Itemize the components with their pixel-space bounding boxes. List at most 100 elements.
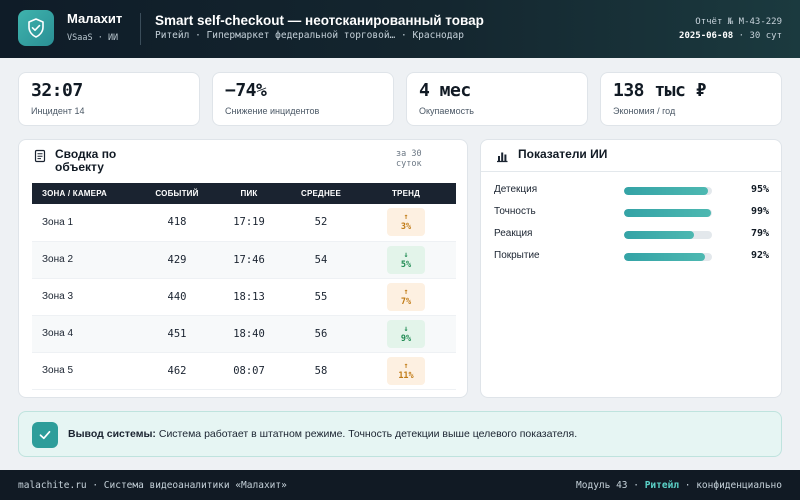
kpi-value: −74% (225, 80, 267, 101)
table-row[interactable]: Зона 5 462 08:07 58 ↑ 11% (32, 352, 456, 390)
col-average[interactable]: СРЕДНЕЕ (286, 183, 356, 204)
arrow-up-icon: ↑ (403, 360, 409, 370)
metric-progress-fill (624, 209, 712, 217)
metric-label: Реакция (494, 228, 533, 239)
breadcrumb-city[interactable]: Краснодар (412, 30, 464, 41)
cell-peak: 17:46 (212, 241, 286, 279)
trend-value: 9% (400, 333, 412, 344)
metric-row: Реакция 79% (494, 228, 769, 242)
metric-progress-bar (624, 187, 712, 195)
cell-trend: ↑ 11% (356, 352, 456, 390)
col-peak[interactable]: ПИК (212, 183, 286, 204)
cell-average: 56 (286, 315, 356, 353)
table-row[interactable]: Зона 3 440 18:13 55 ↑ 7% (32, 278, 456, 316)
footer-site[interactable]: malachite.ru · Система видеоаналитики «М… (18, 480, 287, 491)
cell-trend: ↓ 9% (356, 315, 456, 353)
brand-tagline: VSaaS · ИИ (67, 33, 119, 43)
table-row[interactable]: Зона 2 429 17:46 54 ↓ 5% (32, 241, 456, 279)
summary-title: Сводка по объекту (55, 147, 117, 174)
breadcrumb: Ритейл · Гипермаркет федеральной торгово… (155, 30, 464, 41)
metric-progress-fill (624, 231, 694, 239)
cell-events: 451 (142, 315, 212, 353)
breadcrumb-client[interactable]: Гипермаркет федеральной торговой… (206, 30, 396, 41)
page-title: Smart self-checkout — неотсканированный … (155, 13, 484, 28)
alert-message: Вывод системы: Система работает в штатно… (68, 428, 577, 440)
report-number: Отчёт № M-43-229 (695, 17, 782, 27)
metric-progress-bar (624, 209, 712, 217)
arrow-up-icon: ↑ (403, 286, 409, 296)
cell-trend: ↓ 5% (356, 241, 456, 279)
cell-events: 440 (142, 278, 212, 316)
cell-peak: 18:40 (212, 315, 286, 353)
panel-divider (481, 171, 781, 172)
footer: malachite.ru · Система видеоаналитики «М… (0, 470, 800, 500)
cell-trend: ↑ 7% (356, 278, 456, 316)
kpi-label: Экономия / год (613, 106, 676, 116)
summary-period: за 30 суток (396, 149, 422, 169)
summary-panel: Сводка по объекту за 30 суток ЗОНА / КАМ… (18, 139, 468, 398)
cell-zone: Зона 1 (32, 204, 142, 242)
metric-row: Точность 99% (494, 206, 769, 220)
kpi-card-savings: 138 тыс ₽ Экономия / год (600, 72, 782, 126)
table-header-row: ЗОНА / КАМЕРА СОБЫТИЙ ПИК СРЕДНЕЕ ТРЕНД (32, 183, 456, 204)
arrow-up-icon: ↑ (403, 212, 409, 222)
col-events[interactable]: СОБЫТИЙ (142, 183, 212, 204)
cell-zone: Зона 2 (32, 241, 142, 279)
trend-value: 11% (398, 370, 414, 381)
trend-value: 5% (400, 259, 412, 270)
kpi-label: Инцидент 14 (31, 106, 85, 116)
footer-sector: Ритейл (644, 480, 680, 491)
kpi-card-incident: 32:07 Инцидент 14 (18, 72, 200, 126)
trend-badge: ↑ 7% (387, 282, 425, 311)
metric-label: Детекция (494, 184, 538, 195)
ai-metrics-title: Показатели ИИ (518, 147, 608, 161)
cell-average: 55 (286, 278, 356, 316)
summary-table: ЗОНА / КАМЕРА СОБЫТИЙ ПИК СРЕДНЕЕ ТРЕНД … (32, 183, 456, 390)
metric-label: Точность (494, 206, 536, 217)
breadcrumb-industry[interactable]: Ритейл (155, 30, 190, 41)
kpi-label: Снижение инцидентов (225, 106, 320, 116)
report-date: 2025-06-08 (679, 31, 734, 41)
metric-row: Детекция 95% (494, 184, 769, 198)
cell-zone: Зона 5 (32, 352, 142, 390)
metric-label: Покрытие (494, 250, 540, 261)
metric-value: 99% (750, 206, 769, 217)
cell-events: 429 (142, 241, 212, 279)
shield-check-icon[interactable] (18, 10, 54, 46)
cell-trend: ↑ 3% (356, 204, 456, 242)
arrow-down-icon: ↓ (403, 249, 409, 259)
cell-average: 54 (286, 241, 356, 279)
system-conclusion-banner: Вывод системы: Система работает в штатно… (18, 411, 782, 457)
cell-zone: Зона 3 (32, 278, 142, 316)
footer-module: Модуль 43 · (576, 480, 639, 491)
document-icon (34, 149, 46, 163)
metric-progress-fill (624, 253, 705, 261)
kpi-value: 4 мес (419, 80, 471, 101)
col-trend[interactable]: ТРЕНД (356, 183, 456, 204)
cell-events: 462 (142, 352, 212, 390)
kpi-card-payback: 4 мес Окупаемость (406, 72, 588, 126)
cell-peak: 18:13 (212, 278, 286, 316)
trend-value: 7% (400, 296, 412, 307)
trend-badge: ↑ 3% (387, 208, 425, 237)
kpi-value: 138 тыс ₽ (613, 80, 707, 101)
table-row[interactable]: Зона 4 451 18:40 56 ↓ 9% (32, 315, 456, 353)
col-zone[interactable]: ЗОНА / КАМЕРА (32, 183, 142, 204)
alert-text: Система работает в штатном режиме. Точно… (158, 428, 578, 440)
kpi-label: Окупаемость (419, 106, 474, 116)
ai-metrics-panel: Показатели ИИ Детекция 95% Точность 99% Реак… (480, 139, 782, 398)
table-row[interactable]: Зона 1 418 17:19 52 ↑ 3% (32, 204, 456, 242)
trend-badge: ↓ 9% (387, 319, 425, 348)
footer-meta: Модуль 43 · Ритейл · конфиденциально (576, 480, 782, 491)
kpi-value: 32:07 (31, 80, 83, 101)
metric-progress-fill (624, 187, 708, 195)
check-icon (32, 422, 58, 448)
metric-value: 95% (750, 184, 769, 195)
cell-zone: Зона 4 (32, 315, 142, 353)
footer-confidential: · конфиденциально (684, 480, 782, 491)
metric-row: Покрытие 92% (494, 250, 769, 264)
metric-progress-bar (624, 231, 712, 239)
trend-badge: ↑ 11% (387, 356, 425, 385)
metric-value: 79% (750, 228, 769, 239)
cell-average: 52 (286, 204, 356, 242)
